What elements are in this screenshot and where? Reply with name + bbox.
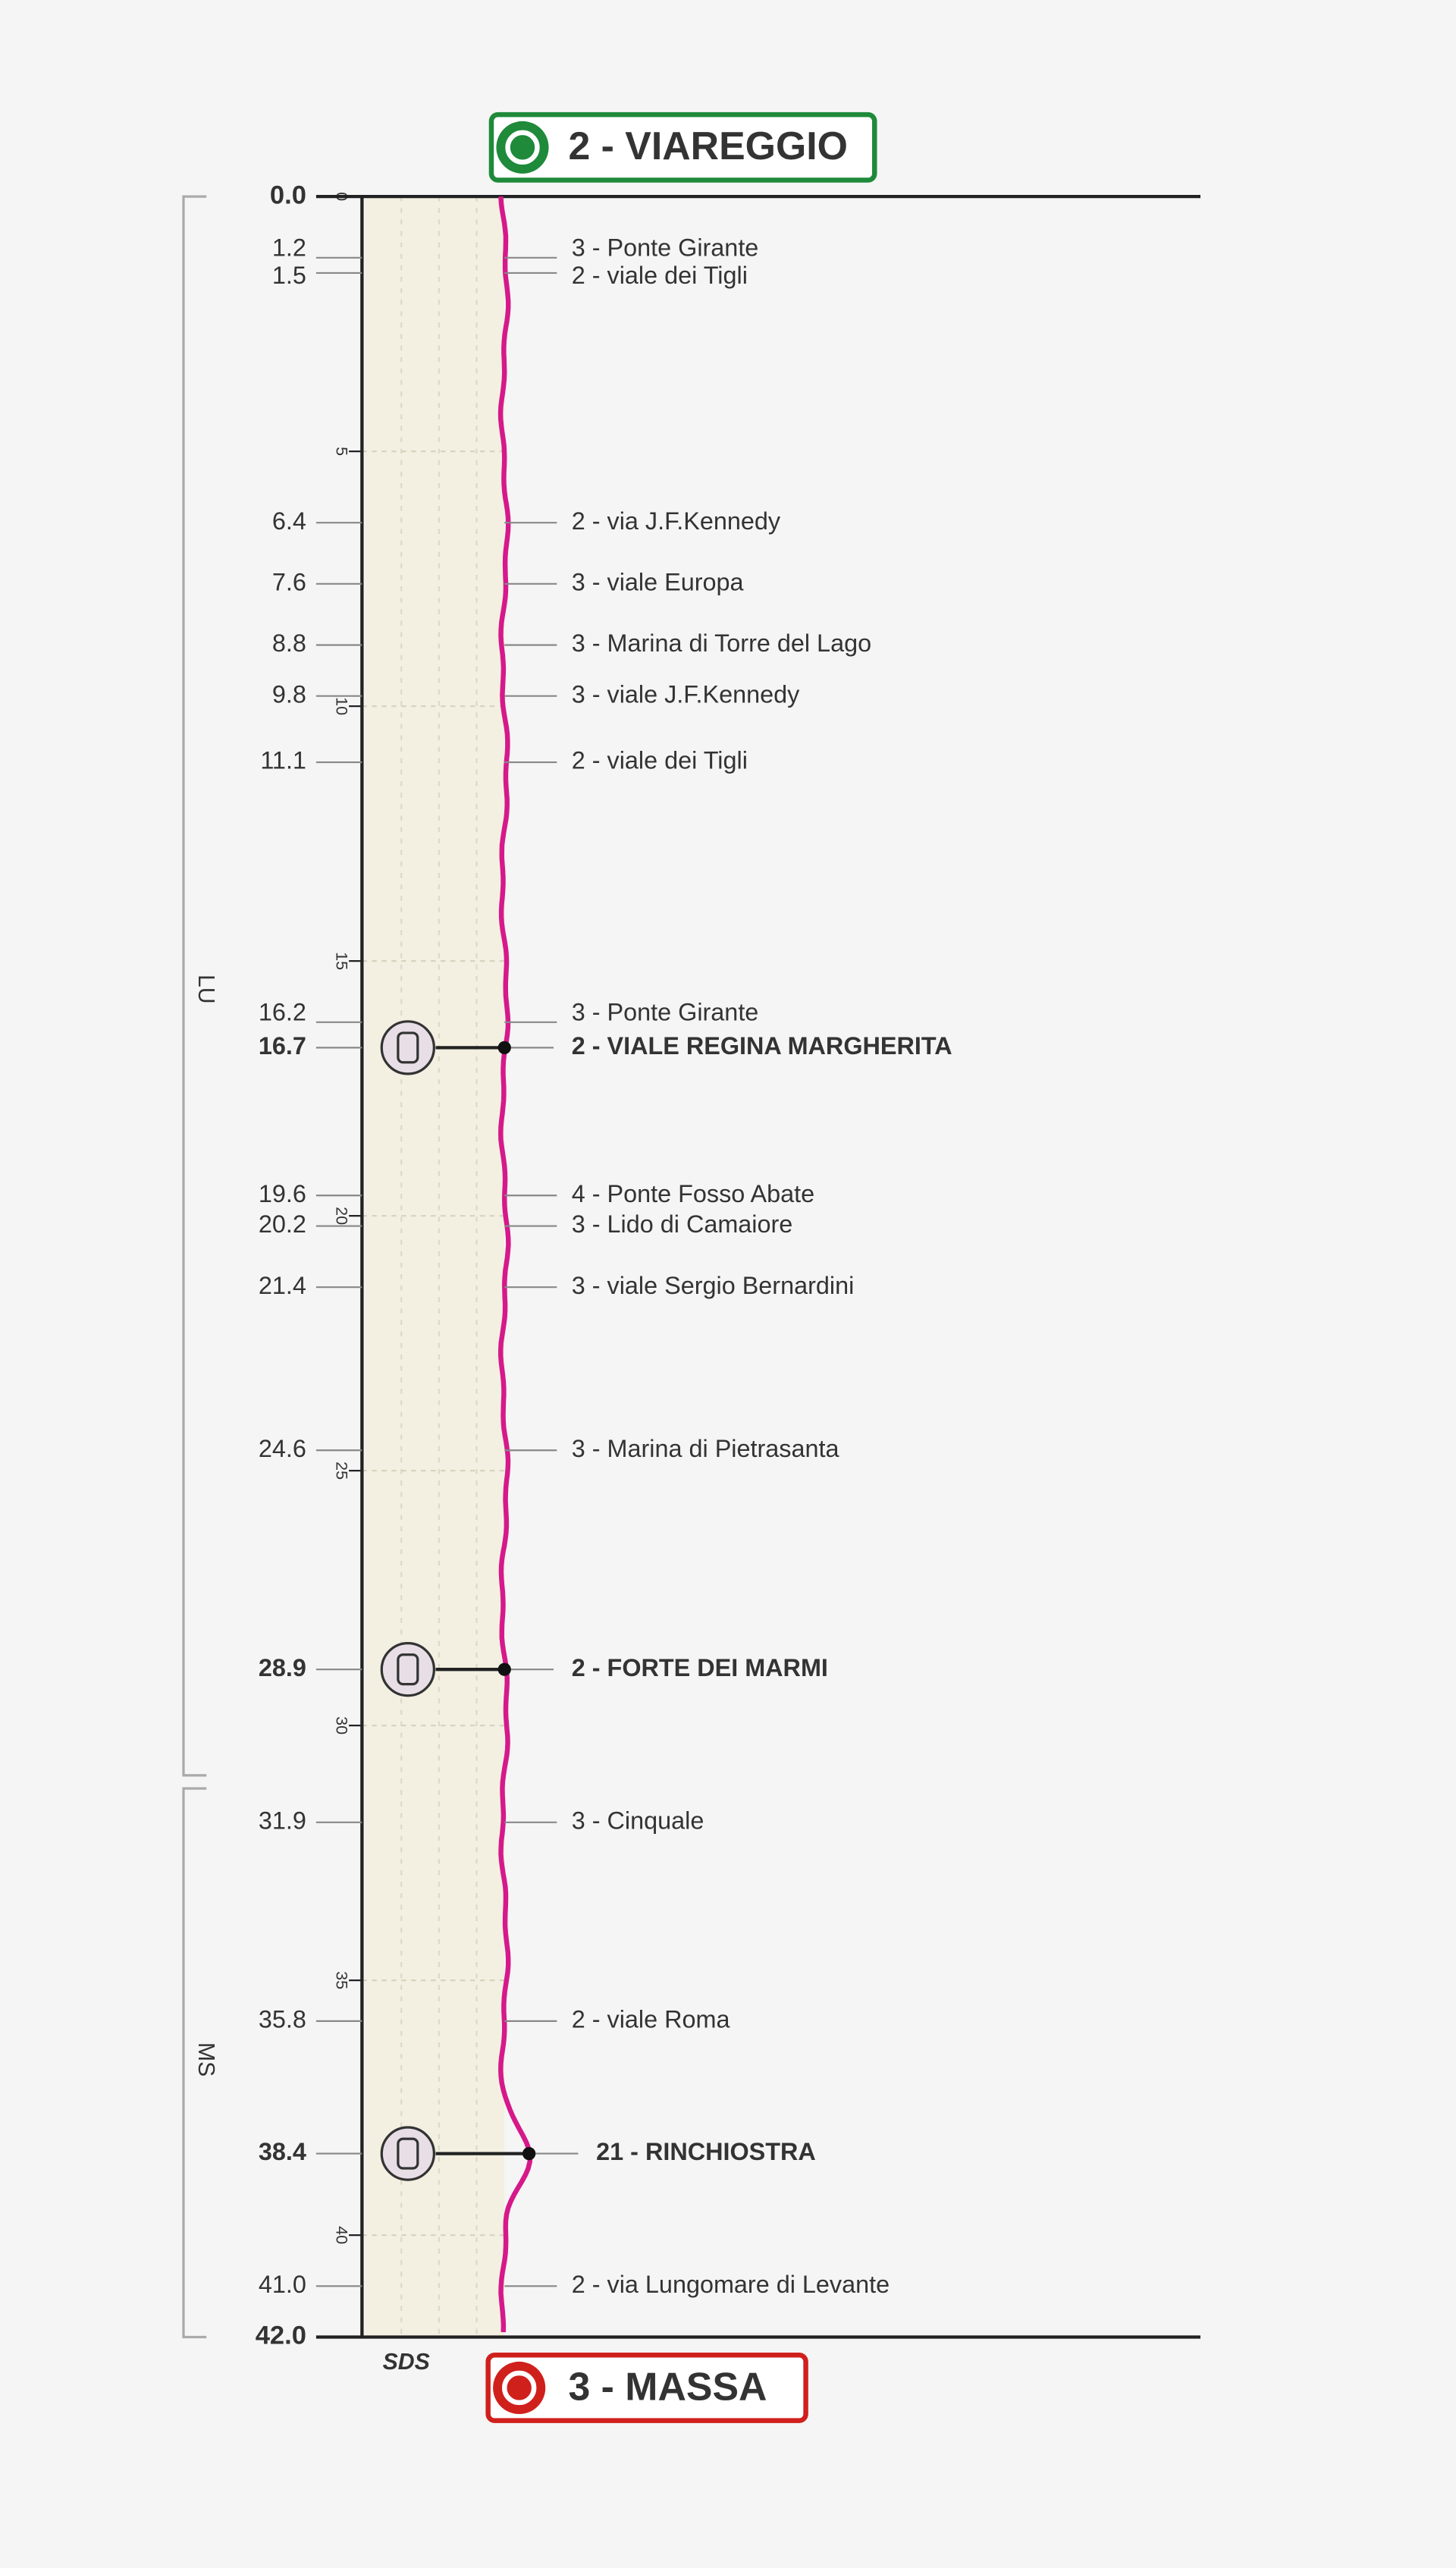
start-icon-glyph (505, 130, 540, 165)
start-badge: 2 - VIAREGGIO (488, 111, 877, 183)
start-box (488, 111, 877, 183)
waypoint-label: 2 - via J.F.Kennedy (572, 507, 781, 535)
start-label: 2 - VIAREGGIO (568, 124, 848, 168)
waypoint-label: 3 - Lido di Camaiore (572, 1210, 793, 1238)
waypoint-label: 2 - viale dei Tigli (572, 747, 748, 774)
waypoint-label: 21 - RINCHIOSTRA (596, 2138, 816, 2165)
axis-tick-label: 40 (333, 2226, 352, 2244)
sprint-icon (380, 1642, 436, 1697)
waypoint-label: 3 - Marina di Pietrasanta (572, 1435, 839, 1462)
waypoint-label: 3 - Ponte Girante (572, 999, 759, 1026)
strip-label: SDS (383, 2350, 430, 2375)
province-bracket (182, 195, 207, 2339)
waypoint-km: 1.2 (272, 234, 306, 262)
sprint-icon-glyph (397, 1031, 419, 1064)
waypoint-km: 1.5 (272, 262, 306, 289)
waypoint-label: 2 - viale dei Tigli (572, 262, 748, 289)
waypoint-km: 21.4 (259, 1272, 306, 1299)
sprint-dot (522, 2146, 536, 2161)
waypoint-km: 24.6 (259, 1435, 306, 1462)
waypoint-km: 28.9 (259, 1654, 306, 1681)
waypoint-label: 2 - viale Roma (572, 2005, 730, 2033)
waypoint-km: 35.8 (259, 2005, 306, 2033)
waypoint-label: 3 - Ponte Girante (572, 234, 759, 262)
sprint-icon-glyph (397, 1653, 419, 1686)
waypoint-label: 3 - Cinquale (572, 1807, 704, 1834)
finish-box (485, 2353, 808, 2423)
sprint-dot (497, 1041, 511, 1055)
axis-tick-label: 10 (333, 697, 352, 715)
axis-tick-label: 30 (333, 1716, 352, 1734)
waypoint-km: 38.4 (259, 2138, 306, 2165)
route (497, 196, 533, 2333)
axis-tick-label: 15 (333, 952, 352, 970)
province-label: LU (193, 975, 218, 1004)
waypoint-km: 31.9 (259, 1807, 306, 1834)
waypoint-label: 4 - Ponte Fosso Abate (572, 1180, 814, 1207)
waypoint-label: 2 - via Lungomare di Levante (572, 2271, 890, 2298)
province-label: MS (193, 2042, 218, 2077)
start-km: 0.0 (270, 181, 306, 209)
waypoint-label: 2 - FORTE DEI MARMI (572, 1654, 828, 1681)
waypoint-km: 6.4 (272, 507, 306, 535)
waypoint-km: 9.8 (272, 680, 306, 708)
sprint-dot (497, 1662, 511, 1676)
strip (365, 196, 505, 2337)
waypoint-km: 16.7 (259, 1032, 306, 1060)
sprint-icon (380, 1020, 436, 1075)
waypoint-km: 19.6 (259, 1180, 306, 1207)
waypoint-label: 2 - VIALE REGINA MARGHERITA (572, 1032, 952, 1060)
axis-tick-label: 20 (333, 1207, 352, 1225)
start-icon (496, 121, 549, 174)
waypoint-label: 3 - Marina di Torre del Lago (572, 629, 871, 657)
axis-tick-label: 35 (333, 1971, 352, 1989)
waypoint-km: 8.8 (272, 629, 306, 657)
sprint-icon (380, 2126, 436, 2181)
finish-badge: 3 - MASSA (485, 2353, 808, 2423)
finish-label: 3 - MASSA (568, 2364, 767, 2408)
waypoint-km: 41.0 (259, 2271, 306, 2298)
axis-tick-label: 5 (333, 447, 352, 456)
waypoint-km: 20.2 (259, 1210, 306, 1238)
waypoint-label: 3 - viale Europa (572, 568, 744, 595)
finish-km: 42.0 (256, 2322, 306, 2350)
waypoint-label: 3 - viale Sergio Bernardini (572, 1272, 855, 1299)
axis-tick-label: 25 (333, 1461, 352, 1480)
sprint-icon-glyph (397, 2137, 419, 2170)
waypoint-km: 11.1 (260, 747, 306, 774)
finish-icon (493, 2361, 546, 2415)
waypoint-km: 16.2 (259, 999, 306, 1026)
finish-icon-glyph (501, 2370, 537, 2406)
waypoint-km: 7.6 (272, 568, 306, 595)
waypoint-label: 3 - viale J.F.Kennedy (572, 680, 800, 708)
